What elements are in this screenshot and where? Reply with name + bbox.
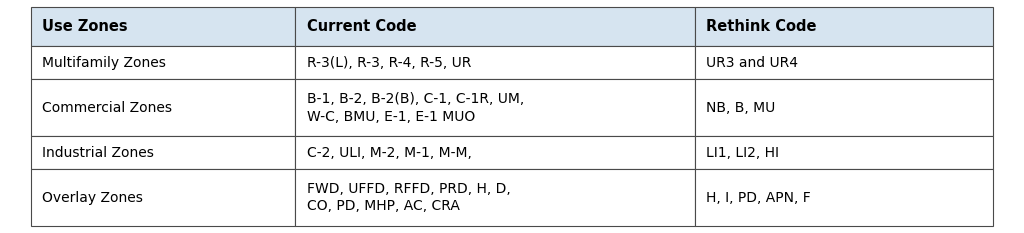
Text: Current Code: Current Code	[307, 19, 417, 34]
Text: B-1, B-2, B-2(B), C-1, C-1R, UM,
W-C, BMU, E-1, E-1 MUO: B-1, B-2, B-2(B), C-1, C-1R, UM, W-C, BM…	[307, 92, 524, 123]
Bar	[695, 136, 993, 169]
Text: Use Zones: Use Zones	[42, 19, 128, 34]
Bar	[295, 169, 695, 226]
Bar	[295, 7, 695, 46]
Bar	[295, 136, 695, 169]
Bar	[695, 169, 993, 226]
Text: Rethink Code: Rethink Code	[707, 19, 817, 34]
Text: Overlay Zones: Overlay Zones	[42, 191, 143, 205]
Bar	[31, 79, 295, 136]
Text: LI1, LI2, HI: LI1, LI2, HI	[707, 146, 779, 160]
Bar	[295, 46, 695, 79]
Text: R-3(L), R-3, R-4, R-5, UR: R-3(L), R-3, R-4, R-5, UR	[307, 56, 471, 70]
Bar	[695, 46, 993, 79]
Bar	[31, 136, 295, 169]
Bar	[31, 46, 295, 79]
Bar	[695, 79, 993, 136]
Bar	[295, 79, 695, 136]
Bar	[695, 7, 993, 46]
Bar	[31, 169, 295, 226]
Text: Commercial Zones: Commercial Zones	[42, 101, 172, 115]
Text: H, I, PD, APN, F: H, I, PD, APN, F	[707, 191, 811, 205]
Text: Industrial Zones: Industrial Zones	[42, 146, 155, 160]
Text: FWD, UFFD, RFFD, PRD, H, D,
CO, PD, MHP, AC, CRA: FWD, UFFD, RFFD, PRD, H, D, CO, PD, MHP,…	[307, 182, 511, 213]
Text: Multifamily Zones: Multifamily Zones	[42, 56, 166, 70]
Text: NB, B, MU: NB, B, MU	[707, 101, 776, 115]
Text: UR3 and UR4: UR3 and UR4	[707, 56, 799, 70]
Text: C-2, ULI, M-2, M-1, M-M,: C-2, ULI, M-2, M-1, M-M,	[307, 146, 472, 160]
Bar	[31, 7, 295, 46]
